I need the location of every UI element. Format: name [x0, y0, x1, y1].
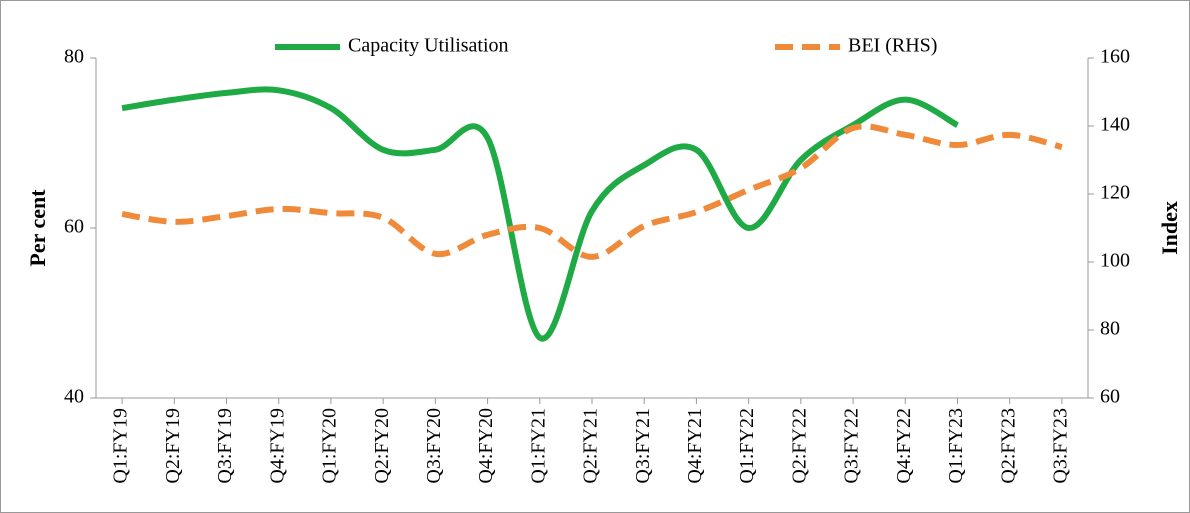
y-axis-label: Per cent — [25, 189, 50, 267]
x-tick-label: Q3:FY21 — [632, 408, 654, 484]
series-line — [121, 86, 959, 342]
x-tick-label: Q2:FY20 — [371, 408, 393, 484]
y2-axis-label: Index — [1157, 201, 1182, 255]
x-tick-label: Q1:FY22 — [736, 408, 758, 484]
x-tick-label: Q3:FY23 — [1049, 408, 1071, 484]
x-tick-label: Q2:FY22 — [788, 408, 810, 484]
x-tick-label: Q3:FY22 — [841, 408, 863, 484]
y2-tick-label: 140 — [1100, 114, 1130, 136]
x-tick-label: Q4:FY21 — [684, 408, 706, 484]
y2-tick-label: 100 — [1100, 250, 1130, 272]
legend-label: Capacity Utilisation — [348, 35, 509, 57]
x-tick-label: Q1:FY21 — [527, 408, 549, 484]
y-tick-label: 40 — [64, 386, 84, 408]
legend-label: BEI (RHS) — [848, 35, 937, 57]
y2-tick-label: 80 — [1100, 318, 1120, 340]
y-tick-label: 80 — [64, 46, 84, 68]
x-tick-label: Q4:FY22 — [893, 408, 915, 484]
x-tick-label: Q3:FY20 — [423, 408, 445, 484]
x-tick-label: Q1:FY20 — [319, 408, 341, 484]
x-tick-label: Q2:FY21 — [580, 408, 602, 484]
x-tick-label: Q1:FY19 — [110, 408, 132, 484]
x-tick-label: Q2:FY19 — [162, 408, 184, 484]
y2-tick-label: 120 — [1100, 182, 1130, 204]
y2-tick-label: 60 — [1100, 386, 1120, 408]
y-tick-label: 60 — [64, 216, 84, 238]
x-tick-label: Q2:FY23 — [997, 408, 1019, 484]
series-line — [121, 123, 1063, 260]
x-tick-label: Q4:FY19 — [266, 408, 288, 484]
x-tick-label: Q3:FY19 — [214, 408, 236, 484]
x-tick-label: Q1:FY23 — [945, 408, 967, 484]
y2-tick-label: 160 — [1100, 46, 1130, 68]
x-tick-label: Q4:FY20 — [475, 408, 497, 484]
